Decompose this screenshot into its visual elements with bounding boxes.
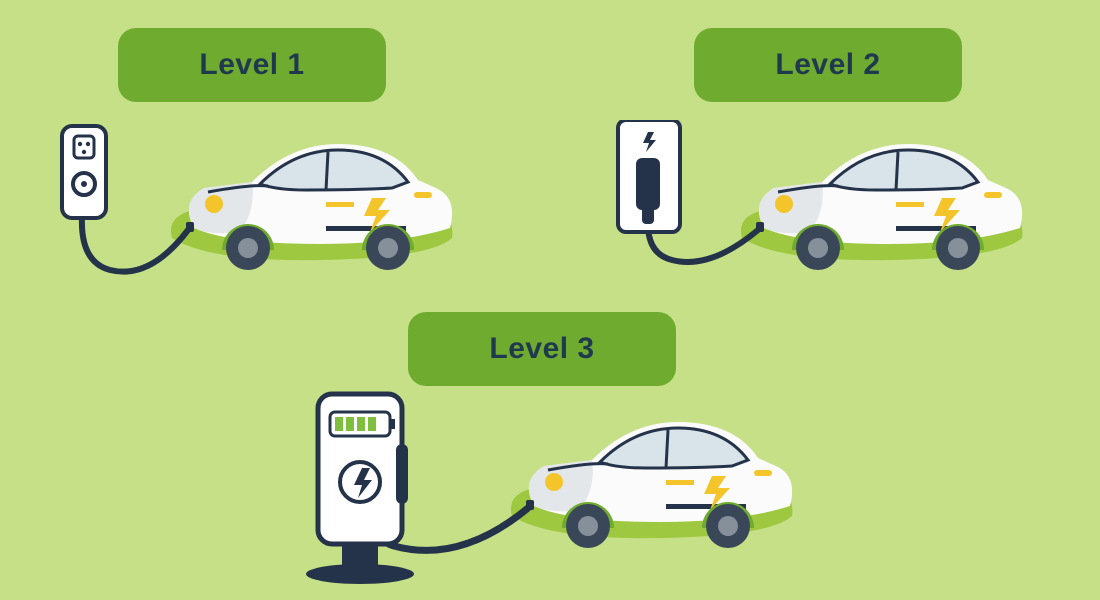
level-2-label: Level 2 (775, 48, 880, 82)
wall-outlet-icon (62, 126, 106, 218)
level-3-pill: Level 3 (408, 312, 676, 386)
level-2-scene (600, 120, 1040, 300)
level-1-scene (60, 120, 470, 300)
level-3-label: Level 3 (489, 332, 594, 366)
level-3-scene (290, 390, 830, 590)
ev-car-icon (511, 422, 793, 548)
wall-box-charger-icon (618, 120, 680, 232)
ev-car-icon (741, 144, 1023, 270)
ev-car-icon (171, 144, 453, 270)
dc-fast-charger-icon (306, 394, 414, 584)
level-1-pill: Level 1 (118, 28, 386, 102)
level-2-pill: Level 2 (694, 28, 962, 102)
level-1-label: Level 1 (199, 48, 304, 82)
